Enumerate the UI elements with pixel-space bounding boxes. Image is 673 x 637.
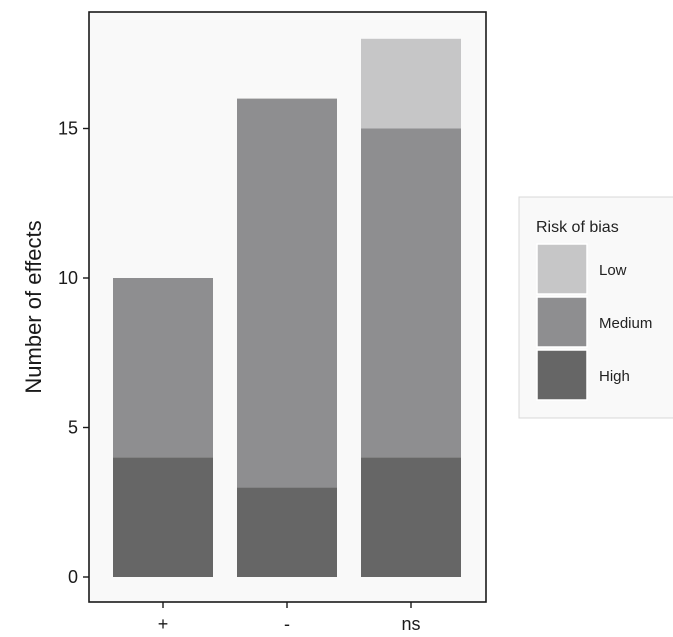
x-axis: + - ns xyxy=(158,602,421,634)
legend-items: Low Medium High xyxy=(536,243,652,401)
bars-group xyxy=(113,38,461,577)
x-tick-label: - xyxy=(284,614,290,634)
legend-swatch-medium xyxy=(536,296,588,348)
x-tick-label: ns xyxy=(401,614,420,634)
y-axis-title: Number of effects xyxy=(21,220,46,393)
y-tick-label: 10 xyxy=(58,268,78,288)
legend-label-low: Low xyxy=(599,262,627,279)
y-axis: 0 5 10 15 xyxy=(58,119,89,587)
y-tick-label: 0 xyxy=(68,567,78,587)
legend: Risk of bias Low Medium High xyxy=(518,196,673,419)
bar-medium-1 xyxy=(113,278,213,458)
legend-swatch-low xyxy=(536,243,588,295)
bar-medium-2 xyxy=(237,98,337,488)
bar-low-3 xyxy=(361,38,461,129)
legend-title: Risk of bias xyxy=(536,219,619,236)
y-tick-label: 5 xyxy=(68,418,78,438)
legend-label-medium: Medium xyxy=(599,315,652,332)
y-tick-label: 15 xyxy=(58,119,78,139)
x-tick-label: + xyxy=(158,614,169,634)
legend-swatch-high xyxy=(536,349,588,401)
bar-high-2 xyxy=(237,487,337,577)
bar-high-3 xyxy=(361,457,461,577)
bar-medium-3 xyxy=(361,128,461,458)
bar-high-1 xyxy=(113,457,213,577)
legend-label-high: High xyxy=(599,368,630,385)
